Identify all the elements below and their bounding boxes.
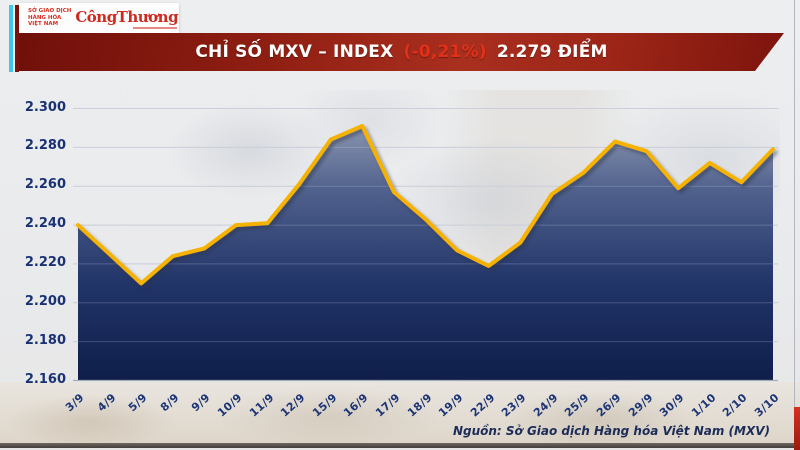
left-accent-stripe-cyan	[9, 5, 13, 72]
frame-right-border	[793, 0, 795, 450]
area-fill	[78, 126, 773, 381]
mxv-logo-line-3: VIỆT NAM	[28, 21, 59, 28]
y-axis-label: 2.280	[24, 138, 66, 154]
chart-title: CHỈ SỐ MXV – INDEX (-0,21%) 2.279 ĐIỂM	[195, 42, 607, 62]
y-axis-label: 2.220	[24, 254, 66, 270]
congthuong-logo-underline	[133, 27, 177, 29]
left-accent-stripe-maroon	[14, 5, 19, 72]
source-attribution: Nguồn: Sở Giao dịch Hàng hóa Việt Nam (M…	[452, 424, 770, 438]
y-axis-label: 2.300	[24, 99, 66, 115]
chart-change-percent: (-0,21%)	[403, 42, 487, 62]
congthuong-logo: CôngThương	[75, 8, 179, 26]
mxv-logo-line-1: SỞ GIAO DỊCH	[28, 7, 72, 14]
chart-value: 2.279 ĐIỂM	[496, 42, 608, 62]
y-axis-label: 2.200	[24, 293, 66, 309]
frame-corner-red-accent	[794, 407, 800, 450]
y-axis-label: 2.160	[24, 371, 66, 387]
index-line	[76, 124, 775, 286]
y-axis-label: 2.180	[24, 332, 66, 348]
chart-title-prefix: CHỈ SỐ MXV – INDEX	[195, 42, 394, 62]
header-logo-box: SỞ GIAO DỊCH HÀNG HÓA VIỆT NAM CôngThươn…	[19, 3, 179, 33]
mxv-logo-text: SỞ GIAO DỊCH HÀNG HÓA VIỆT NAM	[28, 8, 71, 29]
y-axis-label: 2.240	[24, 216, 66, 232]
frame-bottom-bar	[0, 443, 800, 448]
title-banner: CHỈ SỐ MXV – INDEX (-0,21%) 2.279 ĐIỂM	[19, 33, 784, 71]
mxv-logo-line-2: HÀNG HÓA	[28, 14, 62, 21]
bottom-photo-watermark	[0, 382, 800, 443]
y-axis-label: 2.260	[24, 177, 66, 193]
